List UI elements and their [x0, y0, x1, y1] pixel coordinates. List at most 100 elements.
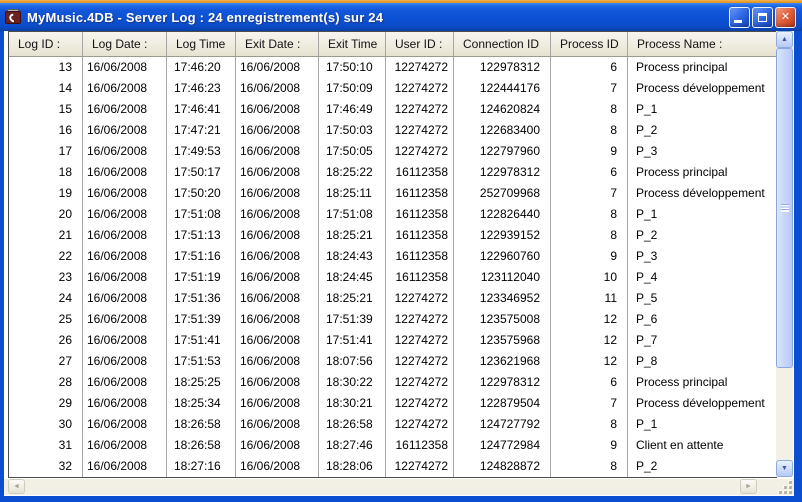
table-header-row: Log ID : Log Date : Log Time Exit Date : Exi…: [9, 32, 776, 57]
cell-log_date: 16/06/2008: [83, 204, 167, 225]
cell-exit_date: 16/06/2008: [236, 372, 319, 393]
cell-user_id: 16112358: [386, 204, 454, 225]
horizontal-scrollbar[interactable]: ◄ ►: [4, 479, 794, 495]
cell-connection_id: 123621968: [454, 351, 551, 372]
table-row[interactable]: 17 16/06/2008 17:49:53 16/06/2008 17:50:05 12…: [9, 141, 776, 162]
table-row[interactable]: 14 16/06/2008 17:46:23 16/06/2008 17:50:09 12…: [9, 78, 776, 99]
minimize-button[interactable]: [729, 6, 750, 28]
cell-connection_id: 122978312: [454, 372, 551, 393]
cell-process_id: 9: [551, 435, 628, 456]
cell-exit_time: 17:50:09: [319, 78, 386, 99]
cell-user_id: 12274272: [386, 78, 454, 99]
scroll-up-icon: ▲: [781, 36, 788, 43]
maximize-button[interactable]: [752, 6, 773, 28]
table-row[interactable]: 24 16/06/2008 17:51:36 16/06/2008 18:25:21 12…: [9, 288, 776, 309]
cell-user_id: 16112358: [386, 183, 454, 204]
cell-exit_date: 16/06/2008: [236, 225, 319, 246]
cell-log_id: 15: [9, 99, 83, 120]
table-row[interactable]: 19 16/06/2008 17:50:20 16/06/2008 18:25:11 16…: [9, 183, 776, 204]
column-header-log_id[interactable]: Log ID :: [9, 32, 83, 56]
cell-exit_date: 16/06/2008: [236, 414, 319, 435]
cell-exit_time: 18:28:06: [319, 456, 386, 477]
cell-connection_id: 124620824: [454, 99, 551, 120]
vertical-scrollbar-thumb[interactable]: [776, 48, 793, 368]
cell-process_name: P_3: [636, 144, 658, 158]
column-header-process_id[interactable]: Process ID: [551, 32, 628, 56]
cell-log_time: 17:51:36: [167, 288, 236, 309]
table-row[interactable]: 21 16/06/2008 17:51:13 16/06/2008 18:25:21 16…: [9, 225, 776, 246]
table-row[interactable]: 13 16/06/2008 17:46:20 16/06/2008 17:50:10 12…: [9, 57, 776, 78]
cell-log_time: 17:51:41: [167, 330, 236, 351]
table-body: 13 16/06/2008 17:46:20 16/06/2008 17:50:10 12…: [9, 57, 776, 477]
cell-process_name: P_2: [636, 123, 658, 137]
cell-process_id: 7: [551, 183, 628, 204]
cell-process_name: P_5: [636, 291, 658, 305]
column-header-log_time[interactable]: Log Time: [167, 32, 236, 56]
resize-grip[interactable]: [778, 480, 792, 494]
cell-log_date: 16/06/2008: [83, 57, 167, 78]
cell-exit_date: 16/06/2008: [236, 57, 319, 78]
table-row[interactable]: 25 16/06/2008 17:51:39 16/06/2008 17:51:39 12…: [9, 309, 776, 330]
cell-connection_id: 122444176: [454, 78, 551, 99]
column-header-exit_date[interactable]: Exit Date :: [236, 32, 319, 56]
cell-process_name: Process développement: [636, 186, 765, 200]
cell-process_name: P_1: [636, 207, 658, 221]
minimize-icon: [734, 19, 742, 23]
table-row[interactable]: 18 16/06/2008 17:50:17 16/06/2008 18:25:22 16…: [9, 162, 776, 183]
table-row[interactable]: 16 16/06/2008 17:47:21 16/06/2008 17:50:03 12…: [9, 120, 776, 141]
column-header-log_date[interactable]: Log Date :: [83, 32, 167, 56]
column-header-process_name[interactable]: Process Name :: [637, 37, 723, 51]
scroll-up-button[interactable]: ▲: [776, 31, 793, 48]
cell-user_id: 12274272: [386, 330, 454, 351]
cell-user_id: 16112358: [386, 225, 454, 246]
cell-process_name: Process développement: [636, 81, 765, 95]
cell-user_id: 16112358: [386, 267, 454, 288]
titlebar[interactable]: MyMusic.4DB - Server Log : 24 enregistre…: [0, 3, 802, 31]
cell-user_id: 16112358: [386, 246, 454, 267]
column-header-user_id[interactable]: User ID :: [386, 32, 454, 56]
cell-exit_date: 16/06/2008: [236, 267, 319, 288]
table-row[interactable]: 32 16/06/2008 18:27:16 16/06/2008 18:28:06 12…: [9, 456, 776, 477]
cell-exit_date: 16/06/2008: [236, 141, 319, 162]
table-row[interactable]: 15 16/06/2008 17:46:41 16/06/2008 17:46:49 12…: [9, 99, 776, 120]
column-header-connection_id[interactable]: Connection ID: [454, 32, 551, 56]
cell-log_time: 17:50:17: [167, 162, 236, 183]
cell-user_id: 12274272: [386, 393, 454, 414]
table-row[interactable]: 28 16/06/2008 18:25:25 16/06/2008 18:30:22 12…: [9, 372, 776, 393]
cell-exit_date: 16/06/2008: [236, 120, 319, 141]
scroll-left-icon: ◄: [13, 483, 20, 490]
table-row[interactable]: 29 16/06/2008 18:25:34 16/06/2008 18:30:21 12…: [9, 393, 776, 414]
cell-process_name: P_2: [636, 459, 658, 473]
column-header-exit_time[interactable]: Exit Time: [319, 32, 386, 56]
scroll-down-button[interactable]: ▼: [776, 460, 793, 477]
table-row[interactable]: 20 16/06/2008 17:51:08 16/06/2008 17:51:08 16…: [9, 204, 776, 225]
table-row[interactable]: 26 16/06/2008 17:51:41 16/06/2008 17:51:41 12…: [9, 330, 776, 351]
close-button[interactable]: ✕: [775, 6, 796, 28]
scroll-down-icon: ▼: [781, 465, 788, 472]
vertical-scrollbar[interactable]: ▲ ▼: [776, 31, 793, 477]
cell-exit_date: 16/06/2008: [236, 204, 319, 225]
table-row[interactable]: 27 16/06/2008 17:51:53 16/06/2008 18:07:56 12…: [9, 351, 776, 372]
cell-process_id: 8: [551, 456, 628, 477]
cell-log_date: 16/06/2008: [83, 351, 167, 372]
cell-process_id: 12: [551, 309, 628, 330]
table-row[interactable]: 22 16/06/2008 17:51:16 16/06/2008 18:24:43 16…: [9, 246, 776, 267]
scroll-right-button[interactable]: ►: [740, 479, 757, 494]
table-row[interactable]: 23 16/06/2008 17:51:19 16/06/2008 18:24:45 16…: [9, 267, 776, 288]
cell-user_id: 16112358: [386, 162, 454, 183]
table-row[interactable]: 30 16/06/2008 18:26:58 16/06/2008 18:26:58 12…: [9, 414, 776, 435]
cell-process_id: 8: [551, 225, 628, 246]
cell-log_time: 17:50:20: [167, 183, 236, 204]
cell-exit_date: 16/06/2008: [236, 351, 319, 372]
table-row[interactable]: 31 16/06/2008 18:26:58 16/06/2008 18:27:46 16…: [9, 435, 776, 456]
cell-log_id: 31: [9, 435, 83, 456]
cell-log_date: 16/06/2008: [83, 99, 167, 120]
cell-process_id: 9: [551, 246, 628, 267]
cell-exit_time: 17:50:10: [319, 57, 386, 78]
cell-exit_date: 16/06/2008: [236, 288, 319, 309]
cell-connection_id: 122960760: [454, 246, 551, 267]
cell-exit_time: 18:24:43: [319, 246, 386, 267]
scroll-left-button[interactable]: ◄: [8, 479, 25, 494]
cell-log_date: 16/06/2008: [83, 414, 167, 435]
cell-connection_id: 122978312: [454, 57, 551, 78]
